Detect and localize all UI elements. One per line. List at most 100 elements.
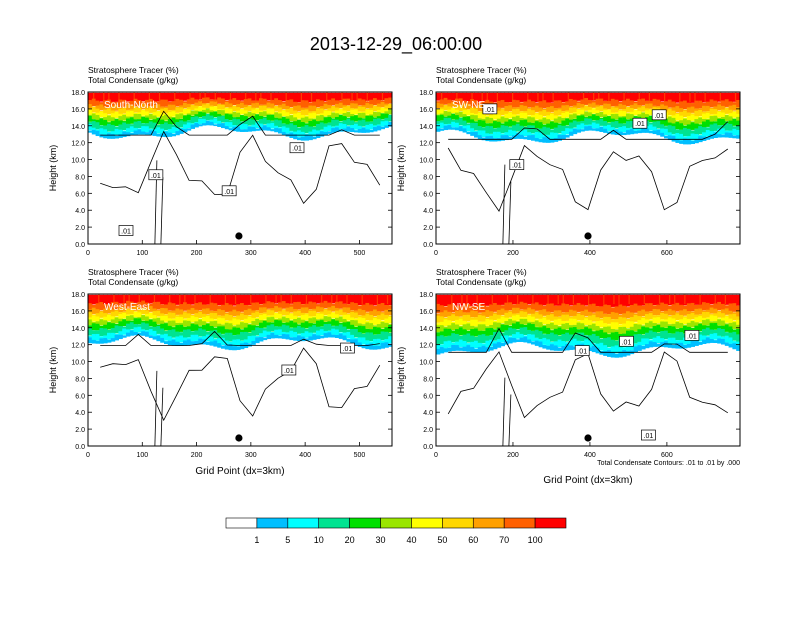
tracer-cell: [293, 322, 298, 329]
tracer-cell: [690, 302, 695, 312]
tracer-cell: [198, 106, 203, 112]
tracer-cell: [694, 304, 699, 311]
y-tick-label: 0.0: [423, 444, 433, 451]
tracer-cell: [270, 129, 275, 132]
tracer-cell: [103, 119, 108, 126]
tracer-cell: [534, 337, 540, 343]
tracer-cell: [308, 113, 313, 119]
tracer-cell: [534, 137, 540, 142]
tracer-cell: [683, 305, 688, 312]
tracer-cell: [110, 124, 116, 132]
tracer-cell: [652, 98, 657, 106]
tracer-cell: [671, 110, 676, 116]
tracer-cell: [504, 321, 509, 327]
location-marker: [584, 232, 592, 240]
tracer-cell: [732, 92, 737, 102]
tracer-cell: [702, 113, 707, 120]
tracer-cell: [698, 334, 703, 342]
tracer-cell: [645, 311, 650, 316]
tracer-cell: [103, 117, 108, 122]
tracer-cell: [186, 109, 192, 114]
tracer-cell: [542, 334, 547, 341]
y-tick-label: 14.0: [71, 326, 85, 333]
tracer-cell: [281, 324, 287, 332]
tracer-cell: [338, 301, 344, 309]
tracer-cell: [380, 101, 385, 108]
tracer-cell: [622, 350, 627, 357]
tracer-cell: [576, 313, 581, 321]
tracer-cell: [504, 310, 509, 315]
tracer-cell: [622, 347, 627, 353]
tracer-cell: [618, 103, 623, 110]
tracer-cell: [546, 319, 551, 325]
tracer-cell: [721, 325, 726, 331]
tracer-streak: [491, 294, 493, 304]
tracer-cell: [266, 325, 271, 333]
tracer-streak: [305, 294, 308, 304]
tracer-cell: [637, 99, 642, 106]
tracer-field: [88, 92, 392, 141]
tracer-cell: [312, 92, 317, 103]
tracer-cell: [202, 336, 207, 342]
tracer-cell: [319, 329, 325, 336]
tracer-cell: [447, 117, 452, 124]
tracer-streak: [689, 92, 691, 102]
contour-label-text: .01: [654, 113, 664, 120]
tracer-cell: [346, 321, 351, 329]
tracer-cell: [103, 92, 108, 102]
tracer-cell: [369, 129, 374, 133]
tracer-cell: [129, 309, 135, 315]
tracer-cell: [278, 107, 283, 113]
tracer-cell: [236, 112, 241, 118]
tracer-cell: [126, 101, 131, 107]
tracer-cell: [591, 102, 597, 108]
tracer-streak: [481, 92, 483, 102]
tracer-cell: [504, 317, 509, 323]
tracer-cell: [455, 324, 460, 330]
tracer-streak: [547, 294, 549, 304]
tracer-cell: [477, 303, 483, 313]
tracer-cell: [588, 315, 593, 322]
tracer-cell: [129, 330, 135, 336]
contour-line: [100, 110, 380, 136]
tracer-cell: [304, 92, 309, 103]
tracer-cell: [323, 316, 328, 322]
tracer-cell: [641, 309, 646, 317]
tracer-cell: [350, 312, 355, 318]
tracer-cell: [451, 107, 456, 114]
tracer-cell: [145, 316, 150, 322]
tracer-cell: [357, 117, 363, 122]
tracer-cell: [137, 100, 142, 107]
tracer-cell: [626, 344, 631, 352]
tracer-cell: [705, 129, 711, 137]
tracer-cell: [618, 110, 623, 117]
tracer-cell: [648, 103, 654, 109]
tracer-cell: [335, 310, 340, 316]
tracer-cell: [228, 103, 233, 108]
tracer-cell: [350, 329, 355, 336]
tracer-cell: [243, 322, 249, 329]
tracer-cell: [175, 325, 180, 332]
tracer-cell: [137, 306, 142, 311]
tracer-cell: [588, 328, 593, 336]
tracer-cell: [304, 314, 309, 321]
tracer-cell: [186, 339, 192, 346]
tracer-cell: [713, 115, 718, 122]
tracer-cell: [95, 309, 100, 315]
tracer-cell: [243, 318, 249, 325]
tracer-cell: [546, 137, 551, 143]
tracer-cell: [470, 329, 475, 337]
tracer-cell: [607, 337, 612, 348]
tracer-cell: [384, 314, 389, 320]
tracer-cell: [584, 309, 589, 317]
y-axis-label: Height (km): [48, 347, 58, 394]
tracer-cell: [466, 323, 471, 331]
tracer-cell: [527, 122, 532, 128]
tracer-streak: [386, 294, 389, 304]
tracer-cell: [156, 101, 161, 107]
tracer-cell: [213, 340, 218, 347]
tracer-cell: [477, 105, 483, 112]
tracer-cell: [576, 115, 581, 122]
tracer-cell: [183, 102, 188, 109]
tracer-cell: [91, 113, 97, 120]
